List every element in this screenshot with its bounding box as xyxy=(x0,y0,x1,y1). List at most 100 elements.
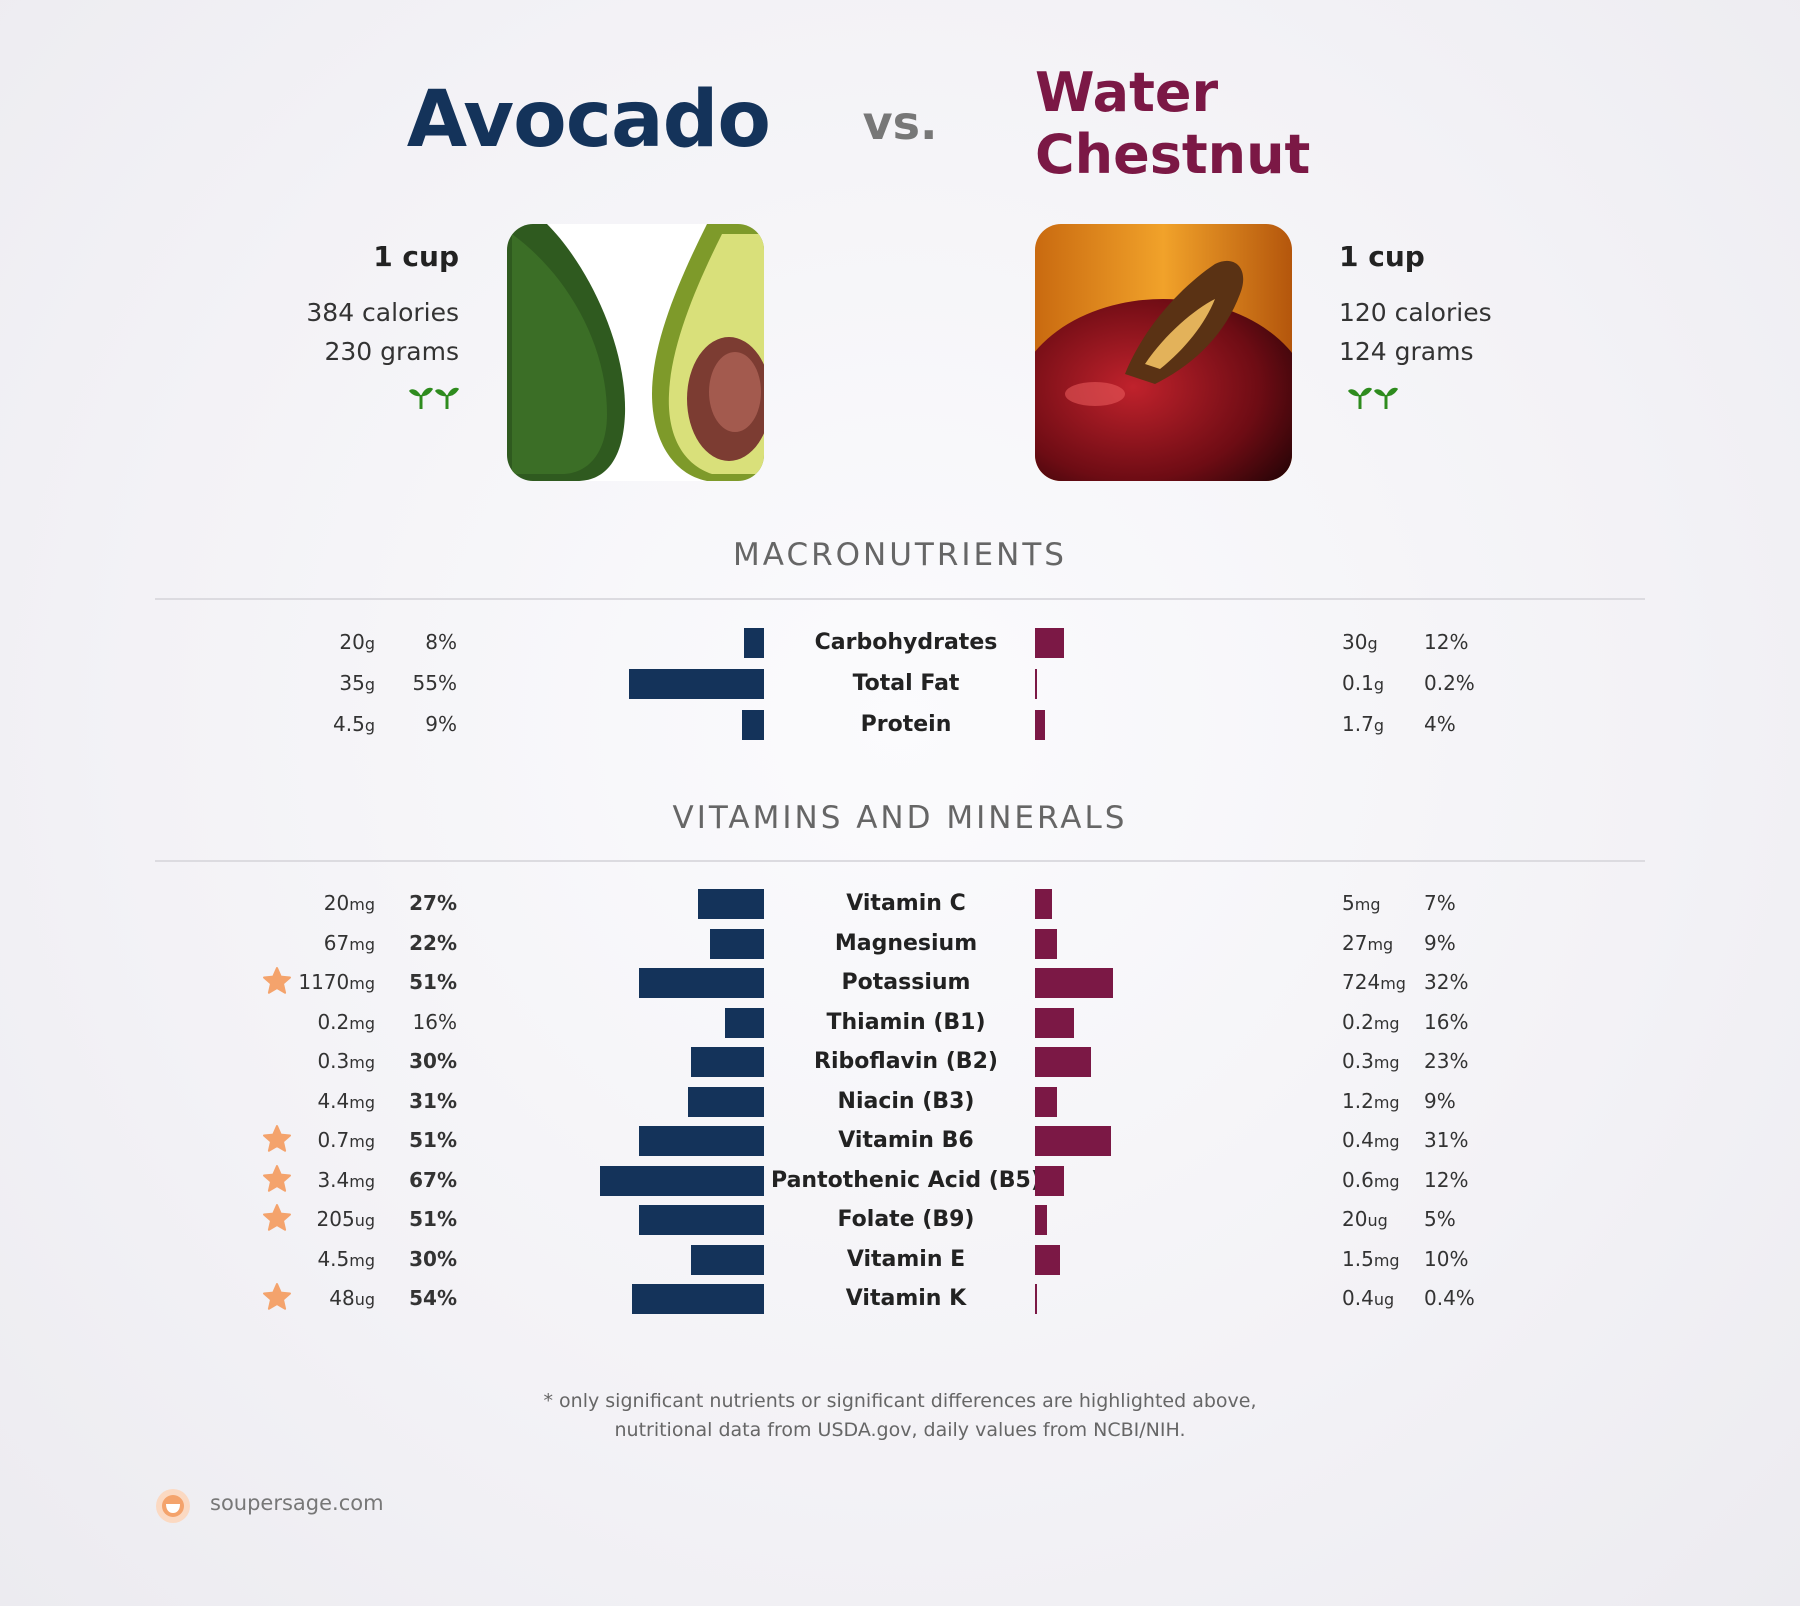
left-percent: 54% xyxy=(409,1286,457,1310)
right-percent: 10% xyxy=(1424,1246,1469,1271)
amount-unit: mg xyxy=(1354,895,1381,914)
amount-value: 1.5 xyxy=(1342,1246,1374,1271)
right-bar xyxy=(1035,710,1045,740)
right-percent: 12% xyxy=(1424,1167,1469,1192)
amount-unit: mg xyxy=(1373,1132,1400,1151)
amount-unit: g xyxy=(1367,634,1378,653)
macronutrients-divider xyxy=(155,598,1645,600)
left-bar xyxy=(688,1086,764,1117)
right-bar xyxy=(1035,669,1037,699)
nutrient-label: Total Fat xyxy=(852,671,960,696)
soupersage-logo-icon xyxy=(156,1489,190,1523)
right-percent: 4% xyxy=(1424,712,1456,736)
right-bar xyxy=(1035,1047,1092,1077)
amount-value: 1.2 xyxy=(1342,1088,1374,1113)
right-amount: 1.7g xyxy=(1342,712,1432,736)
right-bar xyxy=(1035,1007,1075,1038)
amount-unit: ug xyxy=(1367,1211,1388,1230)
star-icon xyxy=(263,967,291,994)
amount-value: 27 xyxy=(1342,930,1368,955)
left-bar xyxy=(741,710,764,740)
right-food-title: Water Chestnut xyxy=(1035,62,1455,186)
macronutrients-heading: MACRONUTRIENTS xyxy=(733,537,1067,573)
nutrient-label: Carbohydrates xyxy=(814,630,998,655)
left-bar xyxy=(744,628,764,658)
left-percent: 51% xyxy=(409,1128,457,1152)
amount-value: 0.4 xyxy=(1342,1128,1374,1152)
amount-unit: mg xyxy=(349,934,375,954)
right-grams: 124 grams xyxy=(1339,337,1474,366)
left-amount: 0.7mg xyxy=(155,1128,375,1152)
amount-unit: g xyxy=(364,675,375,694)
sprout-icon xyxy=(409,387,459,409)
nutrient-label: Vitamin B6 xyxy=(838,1128,974,1153)
amount-unit: mg xyxy=(349,895,375,914)
amount-unit: mg xyxy=(349,1053,375,1072)
amount-value: 20 xyxy=(339,630,365,654)
right-amount: 0.4mg xyxy=(1342,1128,1432,1152)
left-percent: 51% xyxy=(409,1207,457,1231)
left-amount: 4.5g xyxy=(155,712,375,736)
right-percent: 7% xyxy=(1424,891,1456,915)
left-food-title: Avocado xyxy=(406,75,771,165)
amount-unit: mg xyxy=(1373,1171,1400,1191)
right-amount: 0.1g xyxy=(1342,671,1432,695)
left-bar xyxy=(690,1047,764,1077)
amount-unit: g xyxy=(364,634,375,653)
right-percent: 31% xyxy=(1424,1128,1469,1152)
right-percent: 23% xyxy=(1424,1049,1469,1073)
amount-unit: g xyxy=(1373,716,1384,735)
amount-value: 0.4 xyxy=(1342,1286,1374,1310)
amount-value: 48 xyxy=(329,1286,355,1310)
amount-unit: mg xyxy=(1373,1092,1400,1112)
left-amount: 20mg xyxy=(155,891,375,915)
right-amount: 27mg xyxy=(1342,931,1432,955)
nutrient-label: Potassium xyxy=(841,970,971,995)
amount-value: 35 xyxy=(339,671,365,695)
left-percent: 9% xyxy=(425,712,457,736)
right-amount: 30g xyxy=(1342,630,1432,654)
right-amount: 5mg xyxy=(1342,891,1432,915)
right-amount: 0.2mg xyxy=(1342,1010,1432,1034)
left-amount: 3.4mg xyxy=(155,1168,375,1192)
amount-unit: mg xyxy=(349,1171,375,1191)
right-bar xyxy=(1035,1126,1111,1156)
brand-link[interactable]: soupersage.com xyxy=(210,1491,384,1515)
left-percent: 55% xyxy=(412,671,457,695)
nutrient-label: Protein xyxy=(860,712,952,737)
right-amount: 0.4ug xyxy=(1342,1286,1432,1310)
amount-unit: mg xyxy=(1380,974,1406,993)
amount-unit: mg xyxy=(349,1013,375,1033)
right-bar xyxy=(1035,628,1065,658)
amount-unit: mg xyxy=(1373,1013,1400,1033)
amount-value: 5 xyxy=(1342,891,1355,915)
nutrient-label: Vitamin E xyxy=(846,1246,966,1272)
right-percent: 12% xyxy=(1424,630,1469,654)
amount-value: 4.4 xyxy=(317,1088,350,1113)
left-percent: 67% xyxy=(409,1167,457,1192)
right-bar xyxy=(1035,1205,1048,1235)
right-bar xyxy=(1035,928,1058,959)
right-percent: 9% xyxy=(1424,930,1456,955)
amount-unit: ug xyxy=(354,1211,375,1230)
sprout-icon xyxy=(1348,387,1398,409)
left-bar xyxy=(629,669,764,699)
right-calories: 120 calories xyxy=(1339,298,1492,327)
left-percent: 22% xyxy=(409,930,457,955)
water-chestnut-image xyxy=(1035,224,1292,481)
left-bar xyxy=(639,1205,764,1235)
star-icon xyxy=(263,1283,291,1310)
nutrient-label: Niacin (B3) xyxy=(837,1088,975,1114)
nutrient-label: Magnesium xyxy=(834,930,978,956)
amount-value: 30 xyxy=(1342,630,1368,654)
left-amount: 4.4mg xyxy=(155,1089,375,1113)
right-food-title-line1: Water xyxy=(1035,61,1219,124)
right-bar xyxy=(1035,1165,1065,1196)
left-amount: 1170mg xyxy=(155,970,375,994)
left-bar xyxy=(697,889,764,919)
left-bar xyxy=(690,1244,764,1275)
left-bar xyxy=(599,1165,764,1196)
amount-value: 0.6 xyxy=(1342,1167,1374,1192)
left-percent: 8% xyxy=(425,630,457,654)
left-bar xyxy=(631,1284,764,1314)
